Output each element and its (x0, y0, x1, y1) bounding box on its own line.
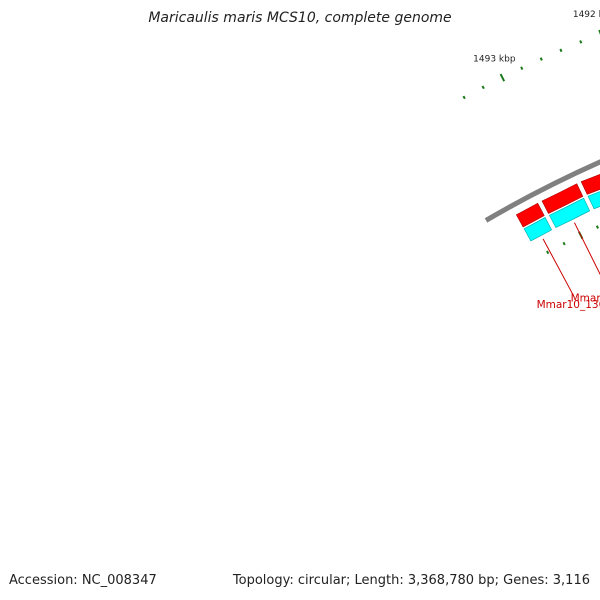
cds-reverse (548, 197, 591, 229)
gene-leader-line (574, 222, 600, 276)
minor-tick (559, 48, 563, 53)
cds-forward (541, 183, 584, 214)
tick-label: 1493 kbp (473, 54, 516, 64)
labels-layer: Mmar10_1358Mmar10_1359Mmar10_1360Mmar10_… (537, 222, 600, 311)
minor-tick (481, 85, 485, 90)
genome-summary-label: Topology: circular; Length: 3,368,780 bp… (232, 573, 590, 588)
gene-label: Mmar10_1364 (537, 299, 600, 311)
minor-tick (520, 66, 524, 70)
backbone-layer (484, 159, 600, 223)
map-title: Maricaulis maris MCS10, complete genome (148, 10, 452, 26)
minor-tick (546, 250, 550, 255)
cds-reverse (523, 217, 553, 242)
minor-tick (595, 225, 599, 229)
cds-forward (580, 174, 600, 195)
major-tick (499, 73, 506, 82)
tick-label: 1492 kbp (573, 10, 600, 20)
genome-backbone (484, 159, 600, 223)
minor-tick (579, 40, 583, 44)
minor-tick (539, 57, 543, 61)
genes-layer (515, 174, 600, 242)
minor-tick (562, 241, 566, 246)
minor-tick (462, 95, 466, 100)
gene-leader-line (542, 238, 575, 298)
gene-label: Mmar10_1363 (571, 293, 600, 305)
cds-reverse (587, 191, 600, 210)
accession-label: Accession: NC_008347 (9, 573, 157, 588)
cds-forward (515, 202, 545, 228)
